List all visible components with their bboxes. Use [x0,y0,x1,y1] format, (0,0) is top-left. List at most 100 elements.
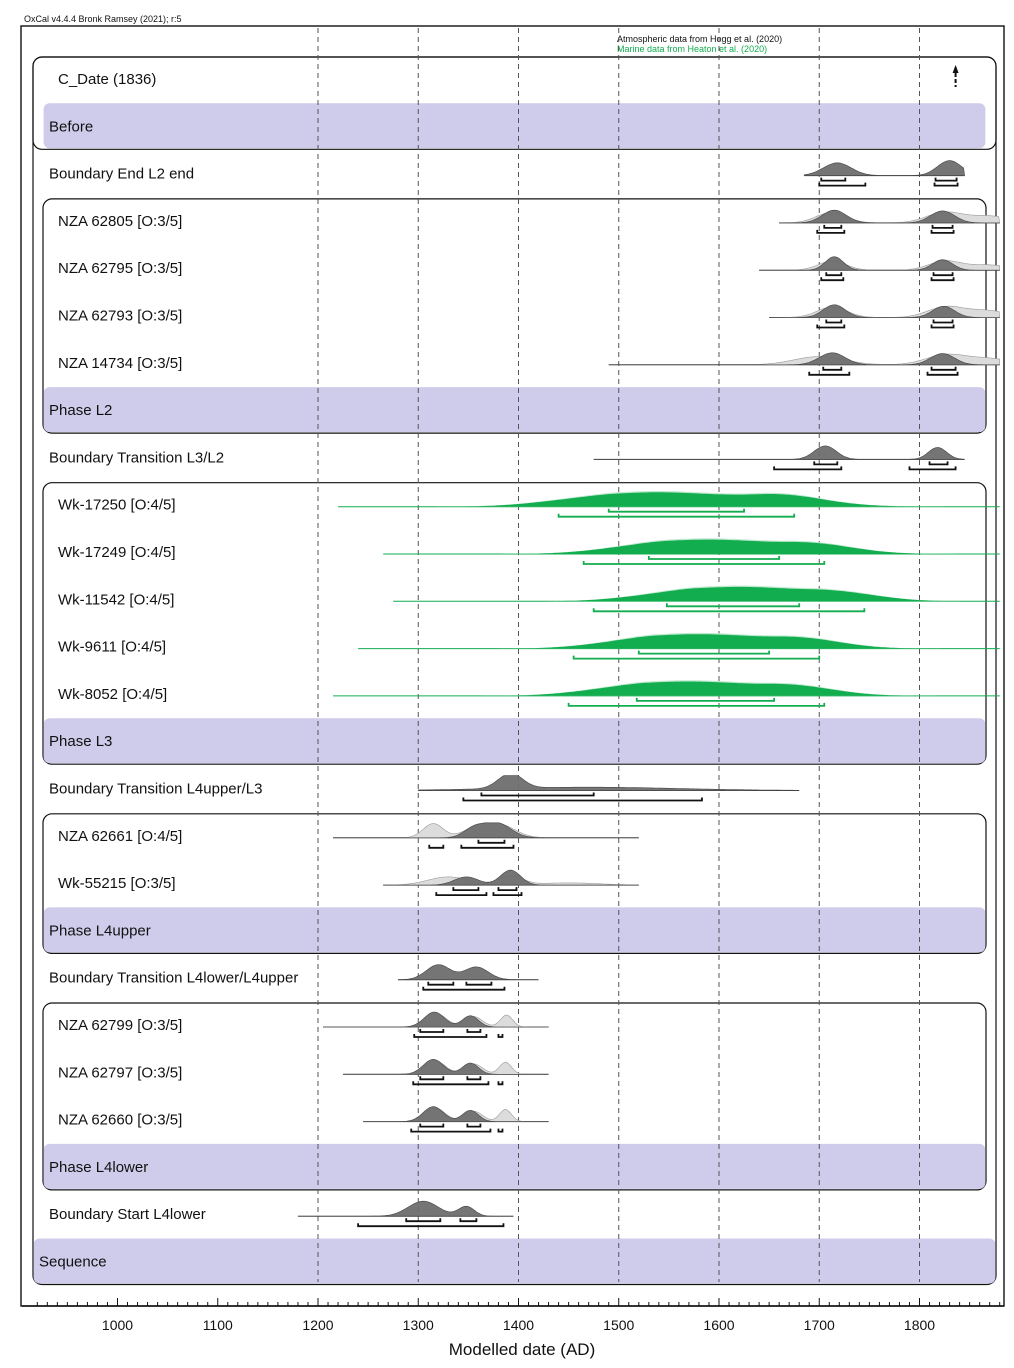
phase-band [43,1143,986,1189]
row-label: NZA 62660 [O:3/5] [58,1112,182,1129]
posterior-curve [323,1011,549,1028]
range-bar [465,981,493,986]
marine-credit: Marine data from Heaton et al. (2020) [617,44,767,54]
atmospheric-credit: Atmospheric data from Hogg et al. (2020) [617,34,782,44]
phase-bands [33,103,996,1284]
range-bar [928,461,949,466]
posterior-curve [397,964,539,980]
row-label: Wk-55215 [O:3/5] [58,875,176,892]
row-label: Boundary Transition L4upper/L3 [49,781,262,798]
range-bar [932,319,954,324]
posterior-curve [393,586,1000,602]
range-bar [572,655,821,660]
range-bar [930,229,955,234]
range-bar [422,986,506,991]
x-tick-label: 1300 [403,1317,434,1333]
row-label: NZA 62793 [O:3/5] [58,308,182,325]
range-bar [497,1081,504,1086]
phase-band [43,718,986,764]
x-tick-label: 1800 [904,1317,935,1333]
range-bar [933,182,959,187]
range-bar [466,1076,482,1081]
range-bar [419,1029,445,1033]
range-bar [818,182,867,187]
row-label: Wk-17249 [O:4/5] [58,544,176,561]
range-bar [637,650,771,655]
range-bar [480,792,595,797]
row-label: Phase L2 [49,402,112,419]
posterior-curve [343,1058,549,1075]
posterior-curve [333,822,639,839]
posterior-curve [333,681,1000,696]
range-bar [930,277,955,282]
range-bar [357,1223,505,1228]
range-bar [934,177,958,182]
x-tick-label: 1600 [703,1317,734,1333]
row-label: Boundary End L2 end [49,166,194,183]
range-bar [592,608,866,613]
range-bar [459,1218,478,1223]
posterior-curve [383,539,1000,554]
range-bar [452,887,480,891]
row-label: Before [49,118,93,135]
range-bar [413,1034,488,1038]
range-bar [647,556,781,560]
range-bar [460,844,515,849]
group-frame [42,813,987,954]
row-labels: C_Date (1836) Before Boundary End L2 end NZ… [39,71,298,1271]
posterior-curve [769,304,1000,318]
posterior-curve [338,492,1000,507]
range-bar [427,981,455,986]
x-tick-label: 1000 [102,1317,133,1333]
x-axis-title: Modelled date (AD) [449,1340,595,1359]
posterior-curve [759,256,1000,271]
sequence-frame [32,56,997,1286]
range-bar [665,603,801,608]
row-label: Wk-11542 [O:4/5] [58,591,174,608]
phase-band [33,1238,996,1284]
range-bar [405,1218,442,1223]
range-bar [635,697,776,702]
row-label: C_Date (1836) [58,71,156,88]
posterior-curve [779,209,1000,224]
row-label: Wk-17250 [O:4/5] [58,497,176,514]
range-bar [825,272,843,277]
range-bar [773,466,843,471]
range-bar [492,892,523,896]
range-bar [412,1081,490,1086]
range-bar [582,561,826,565]
posterior-curve [593,445,965,460]
range-bar [820,177,847,182]
x-tick-label: 1100 [203,1317,233,1333]
posterior-curve [383,869,639,886]
range-bar [466,1123,482,1128]
row-label: NZA 62795 [O:3/5] [58,260,182,277]
posterior-curve [358,634,1000,649]
row-label: Phase L3 [49,733,112,750]
phase-band [43,103,986,149]
row-label: NZA 62661 [O:4/5] [58,828,182,845]
posterior-curve [608,352,1000,366]
range-bar [822,366,843,371]
range-bar [462,797,703,802]
posterior-curve [363,1106,549,1122]
distribution-marks [297,65,1001,1228]
range-bar [816,229,846,234]
range-bar [930,324,955,329]
range-bar [820,277,845,282]
range-bar [607,508,745,513]
range-bar [813,461,839,466]
row-label: Boundary Start L4lower [49,1206,206,1223]
range-bar [410,1128,492,1133]
row-label: NZA 62797 [O:3/5] [58,1064,182,1081]
row-label: Boundary Transition L4lower/L4upper [49,970,298,987]
x-axis: 1000 1100 1200 1300 1400 1500 1600 1700 1800 [22,1298,1004,1333]
row-label: Sequence [39,1254,107,1271]
point-arrow [952,65,959,73]
range-bar [466,1029,482,1033]
range-bar [908,466,957,471]
row-label: Wk-8052 [O:4/5] [58,686,167,703]
phase-band [43,387,986,433]
posterior-curve [803,160,965,176]
